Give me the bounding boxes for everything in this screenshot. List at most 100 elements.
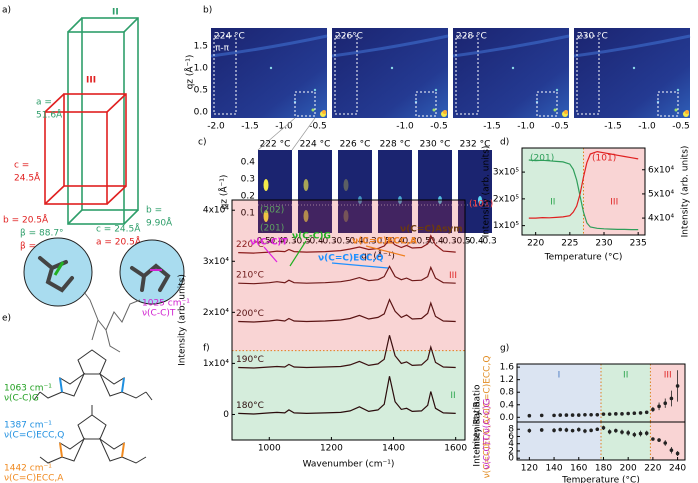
y-tick-label: 0.3 <box>241 175 255 185</box>
zoom-line <box>257 117 296 151</box>
data-point <box>607 412 612 416</box>
lattice-label: b = <box>146 206 162 216</box>
giwaxs-image <box>453 28 569 118</box>
lattice-label: 9.90Å <box>146 217 173 229</box>
peak-label: π-π <box>215 44 230 54</box>
mode-wavenumber: 1442 cm⁻¹ <box>4 464 52 474</box>
y-tick-label: 2x10⁴ <box>203 308 230 318</box>
peak-box <box>455 35 479 115</box>
data-point <box>626 411 630 416</box>
x-tick-label: 220 <box>527 239 544 249</box>
data-point <box>570 413 575 417</box>
phase-label: II <box>112 8 119 18</box>
region-label: II <box>623 371 628 381</box>
peak-box <box>657 91 679 117</box>
temperature-label: 232 °C <box>460 140 491 150</box>
temperature-label: 224 °C <box>300 140 331 150</box>
giwaxs-image <box>211 28 327 118</box>
x-tick-label: -0.5 <box>333 237 351 247</box>
data-point <box>669 396 674 401</box>
data-point <box>632 432 637 437</box>
region <box>232 200 465 351</box>
x-tick-label: -1.0 <box>517 122 535 132</box>
data-point <box>595 412 600 417</box>
annotation-arrow <box>331 262 389 269</box>
scattering-ring <box>452 34 570 58</box>
data-point <box>644 410 649 415</box>
x-tick-label: -0.5 <box>672 122 690 132</box>
data-point <box>539 413 544 418</box>
data-point <box>527 428 532 433</box>
x-tick-label: 220 <box>644 464 661 474</box>
data-point <box>527 413 532 418</box>
series-label: 190°C <box>236 355 264 365</box>
unit-cells <box>44 17 139 225</box>
lattice-label: β = 88.7° <box>20 229 64 239</box>
region-label: III <box>449 271 457 281</box>
x-tick-label: 1200 <box>320 444 343 454</box>
temperature-label: 230 °C <box>420 140 451 150</box>
diffraction-spot <box>676 88 680 92</box>
y-tick-label: 1.6 <box>500 363 515 373</box>
y-tick-label: 0 <box>223 410 229 420</box>
data-point <box>657 438 661 442</box>
diffraction-spot <box>632 66 636 70</box>
y-tick-label: 0.8 <box>500 388 515 398</box>
x-tick-label: 240 <box>669 464 686 474</box>
y-tick-label: 1.2 <box>500 375 514 385</box>
panel-label: b) <box>203 6 212 16</box>
data-point <box>564 413 569 417</box>
diffraction-spot <box>343 210 349 222</box>
y2-tick-label: 6x10⁴ <box>648 165 675 175</box>
x-tick-label: 180 <box>595 464 612 474</box>
giwaxs-image <box>258 150 292 233</box>
data-point <box>589 428 593 433</box>
region <box>517 422 601 460</box>
x-tick-label: -1.5 <box>483 122 501 132</box>
peak-label: (101) <box>469 200 493 210</box>
region-label: III <box>664 371 672 381</box>
giwaxs-image <box>378 150 412 233</box>
panel-label: c) <box>198 138 206 148</box>
scattering-ring <box>210 34 328 58</box>
series-line <box>238 376 456 415</box>
scattering-ring <box>331 34 449 58</box>
diffraction-spot <box>303 210 309 222</box>
x-tick-label: 120 <box>521 464 538 474</box>
data-point <box>583 429 587 433</box>
y-tick-label: 0.0 <box>500 413 515 423</box>
x-tick-label: -0.4 <box>386 237 404 247</box>
x-tick-label: -0.4 <box>306 237 324 247</box>
data-point <box>539 428 544 432</box>
region <box>601 422 651 460</box>
lattice-label: b = 20.5Å <box>3 214 49 226</box>
data-point <box>576 413 581 417</box>
molecule-sketch <box>23 237 185 464</box>
data-point <box>638 411 643 415</box>
plot-frame <box>516 421 686 461</box>
giwaxs-image <box>418 150 452 233</box>
data-point <box>564 428 569 432</box>
y-axis-label: qz (Å⁻¹) <box>218 175 230 210</box>
plot-frame <box>521 147 646 236</box>
x-axis-label: Temperature (°C) <box>561 476 640 483</box>
diffraction-spot <box>390 66 394 70</box>
lattice-label: a = <box>36 98 52 108</box>
x-tick-label: -1.0 <box>396 122 414 132</box>
temperature-label: 228 °C <box>456 32 487 42</box>
data-point <box>644 431 649 436</box>
y-tick-label: 2 <box>508 446 514 456</box>
legend-label: (201) <box>530 154 554 164</box>
mode-wavenumber: 1025 cm⁻¹ <box>142 299 190 309</box>
temperature-label: 226 °C <box>340 140 371 150</box>
data-point <box>601 412 606 416</box>
diffraction-spot <box>443 110 447 114</box>
data-point <box>583 412 587 417</box>
data-point <box>558 427 563 432</box>
y2-tick-label: 4x10⁴ <box>648 214 675 224</box>
y-axis-label: Intensity (arb. units) <box>178 274 188 366</box>
diffraction-spot <box>322 110 326 114</box>
annotation-arrow <box>289 240 307 267</box>
y2-tick-label: 5x10⁴ <box>648 189 675 199</box>
